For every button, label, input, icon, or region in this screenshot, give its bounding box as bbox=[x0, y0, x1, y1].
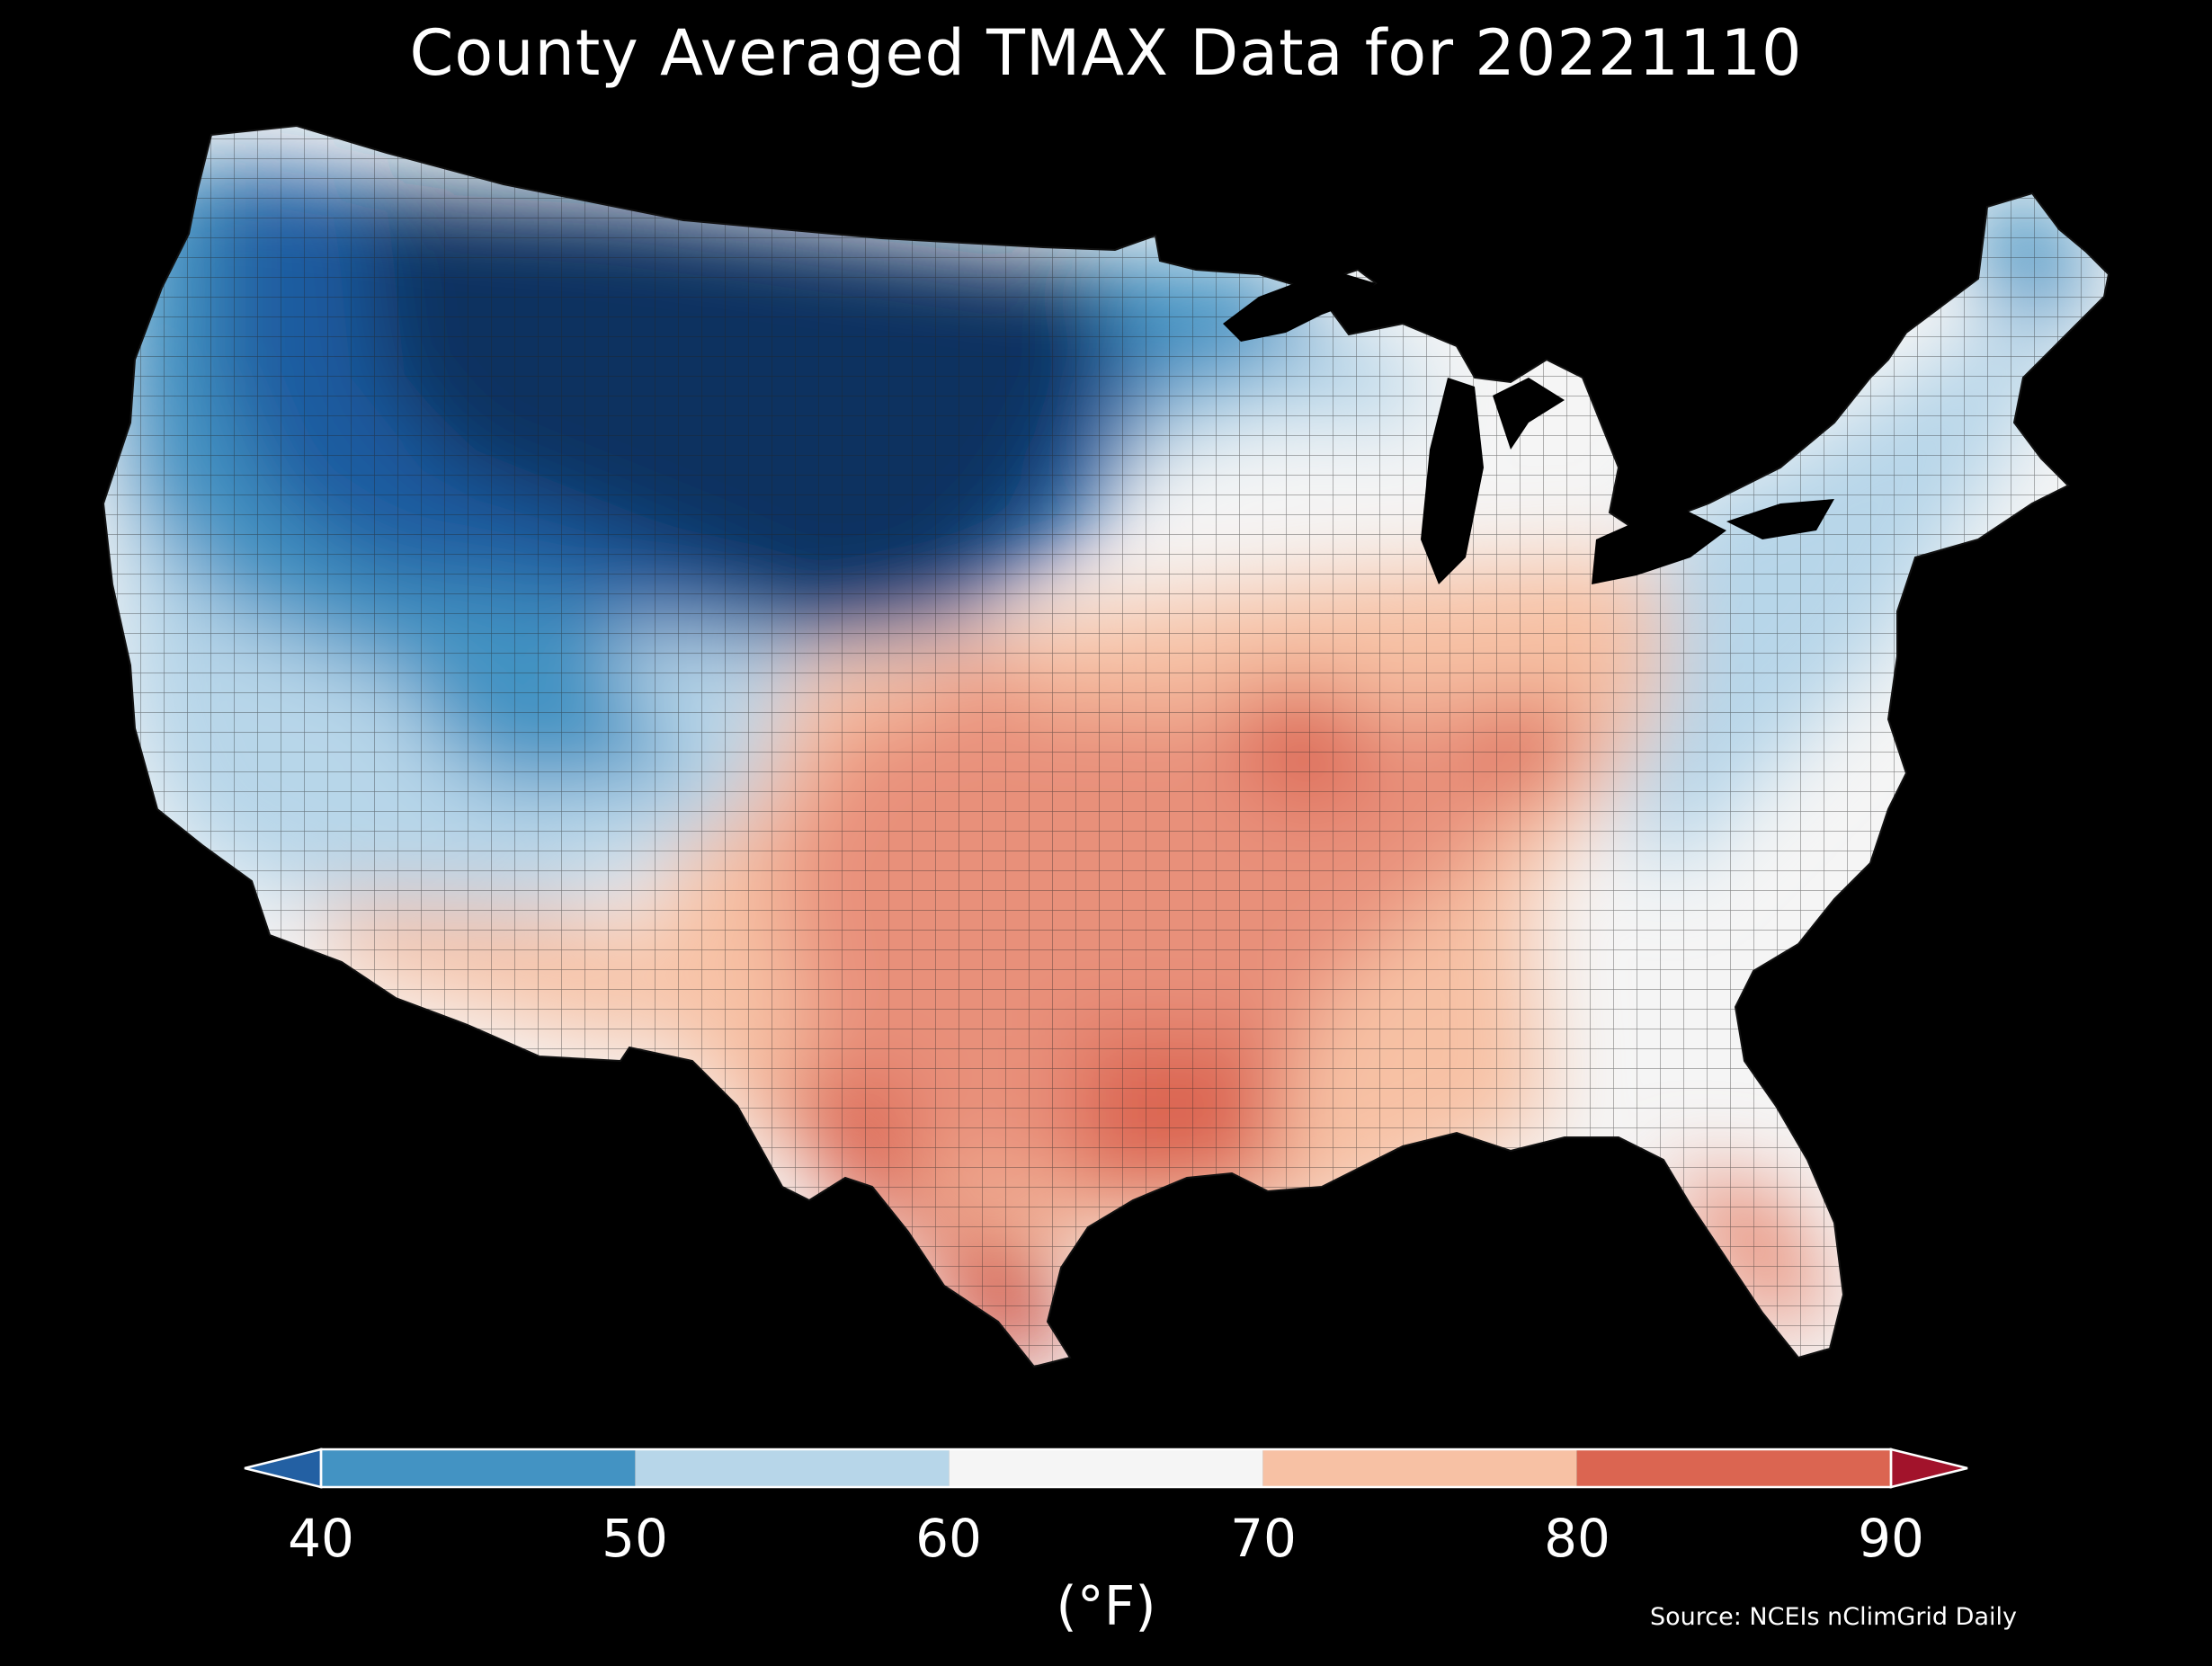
colorbar-outline bbox=[319, 1448, 1893, 1489]
colorbar-under-arrow bbox=[244, 1448, 323, 1489]
colorbar-tick-40: 40 bbox=[288, 1508, 354, 1569]
colorbar-bin-50-60 bbox=[635, 1449, 950, 1487]
great-lakes bbox=[1223, 270, 1834, 584]
colorbar-tick-90: 90 bbox=[1858, 1508, 1924, 1569]
colorbar-bin-60-70 bbox=[949, 1449, 1263, 1487]
colorbar-unit-label: (°F) bbox=[1056, 1575, 1156, 1638]
colorbar-bin-70-80 bbox=[1262, 1449, 1577, 1487]
source-credit: Source: NCEIs nClimGrid Daily bbox=[1650, 1603, 2017, 1631]
colorbar-bin-80-90 bbox=[1576, 1449, 1891, 1487]
colorbar-tick-80: 80 bbox=[1544, 1508, 1610, 1569]
colorbar-tick-60: 60 bbox=[915, 1508, 982, 1569]
colorbar-over-arrow bbox=[1889, 1448, 1968, 1489]
map-title: County Averaged TMAX Data for 20221110 bbox=[409, 16, 1803, 90]
colorbar-bin-40-50 bbox=[321, 1449, 636, 1487]
colorbar-tick-50: 50 bbox=[602, 1508, 668, 1569]
colorbar-tick-70: 70 bbox=[1230, 1508, 1297, 1569]
